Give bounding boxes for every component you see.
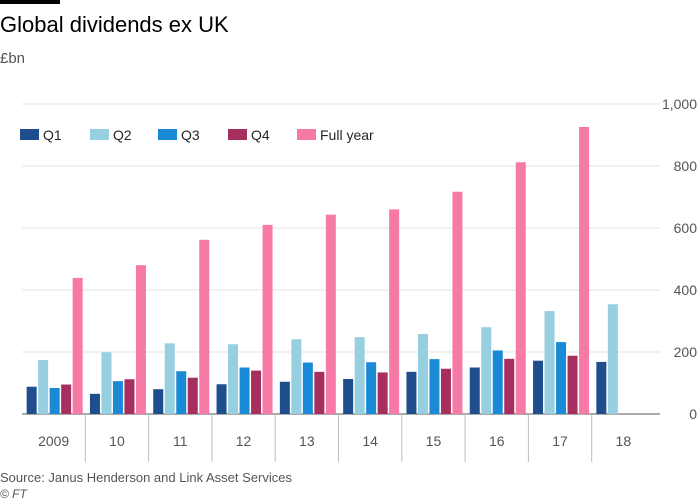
bar-q1-14 bbox=[343, 378, 354, 414]
bar-q4-15 bbox=[440, 368, 451, 414]
bar-full-year-14 bbox=[389, 209, 400, 414]
bar-q2-13 bbox=[291, 339, 302, 414]
chart-title: Global dividends ex UK bbox=[0, 12, 229, 37]
x-tick-label: 15 bbox=[426, 433, 442, 449]
bar-q1-13 bbox=[279, 381, 290, 414]
bar-q1-16 bbox=[469, 367, 480, 414]
bar-q1-11 bbox=[153, 389, 164, 414]
bar-full-year-10 bbox=[135, 265, 146, 414]
bar-q3-12 bbox=[239, 367, 250, 414]
x-tick-label: 13 bbox=[299, 433, 315, 449]
x-tick-label: 11 bbox=[173, 433, 188, 449]
bar-q3-17 bbox=[556, 342, 567, 414]
bar-q2-11 bbox=[164, 343, 175, 414]
x-tick-label: 17 bbox=[552, 433, 568, 449]
bar-q3-13 bbox=[302, 362, 313, 414]
bar-q4-10 bbox=[124, 379, 135, 414]
legend-label-q4: Q4 bbox=[251, 127, 270, 143]
x-tick-label: 12 bbox=[236, 433, 252, 449]
bar-q4-13 bbox=[314, 371, 325, 414]
bar-full-year-16 bbox=[515, 162, 526, 414]
bar-q2-14 bbox=[354, 337, 365, 414]
bar-q4-2009 bbox=[61, 384, 72, 414]
bar-q2-10 bbox=[101, 352, 112, 414]
x-tick-label: 14 bbox=[362, 433, 378, 449]
bar-q3-2009 bbox=[49, 387, 60, 414]
legend-swatch-q3 bbox=[158, 129, 177, 140]
legend-label-q1: Q1 bbox=[43, 127, 62, 143]
bar-q4-16 bbox=[504, 358, 515, 414]
legend-label-full-year: Full year bbox=[320, 127, 374, 143]
legend-swatch-q1 bbox=[20, 129, 39, 140]
y-tick-label: 0 bbox=[689, 406, 697, 422]
bar-q1-15 bbox=[406, 371, 417, 414]
bar-q3-11 bbox=[176, 371, 187, 414]
bar-full-year-12 bbox=[262, 224, 273, 414]
source-note: Source: Janus Henderson and Link Asset S… bbox=[0, 470, 292, 485]
legend-swatch-q2 bbox=[90, 129, 109, 140]
bar-q3-14 bbox=[366, 362, 377, 414]
bar-full-year-15 bbox=[452, 191, 463, 414]
bar-full-year-17 bbox=[579, 126, 590, 414]
bar-q1-10 bbox=[89, 393, 100, 414]
bar-q4-11 bbox=[187, 377, 198, 414]
bar-q2-16 bbox=[481, 327, 492, 414]
bar-q1-2009 bbox=[26, 386, 37, 414]
bar-q2-12 bbox=[228, 344, 239, 414]
legend-label-q3: Q3 bbox=[181, 127, 200, 143]
y-tick-label: 800 bbox=[674, 158, 698, 174]
bar-full-year-13 bbox=[325, 214, 336, 414]
bar-q2-17 bbox=[544, 311, 555, 414]
bar-full-year-11 bbox=[199, 239, 210, 414]
x-tick-label: 18 bbox=[616, 433, 632, 449]
bar-q3-16 bbox=[492, 350, 503, 414]
legend-label-q2: Q2 bbox=[113, 127, 132, 143]
y-tick-label: 600 bbox=[674, 220, 698, 236]
bar-q4-17 bbox=[567, 355, 578, 414]
axes: 0 200 400 600 800 1,000 2009 10 11 12 13 14 15 16 17 18 bbox=[38, 96, 697, 462]
bar-q1-12 bbox=[216, 384, 227, 414]
bar-q2-18 bbox=[607, 304, 618, 414]
x-tick-label: 2009 bbox=[38, 433, 69, 449]
bar-q1-17 bbox=[533, 360, 544, 414]
y-tick-label: 400 bbox=[674, 282, 698, 298]
bar-q4-12 bbox=[251, 370, 262, 414]
x-tick-label: 10 bbox=[109, 433, 125, 449]
legend-swatch-full-year bbox=[297, 129, 316, 140]
bars bbox=[26, 126, 618, 414]
top-rule bbox=[0, 0, 60, 4]
y-tick-label: 200 bbox=[674, 344, 698, 360]
bar-q3-10 bbox=[112, 381, 123, 414]
bar-q2-15 bbox=[417, 334, 428, 414]
y-tick-label: 1,000 bbox=[662, 96, 697, 112]
legend: Q1 Q2 Q3 Q4 Full year bbox=[20, 127, 374, 143]
bar-q3-15 bbox=[429, 359, 440, 414]
x-tick-label: 16 bbox=[489, 433, 505, 449]
legend-swatch-q4 bbox=[228, 129, 247, 140]
bar-q4-14 bbox=[377, 372, 388, 414]
unit-label: £bn bbox=[0, 50, 26, 67]
bar-q2-2009 bbox=[38, 360, 49, 414]
ft-credit: © FT bbox=[0, 487, 27, 501]
bar-full-year-2009 bbox=[72, 277, 83, 414]
bar-q1-18 bbox=[596, 361, 607, 414]
